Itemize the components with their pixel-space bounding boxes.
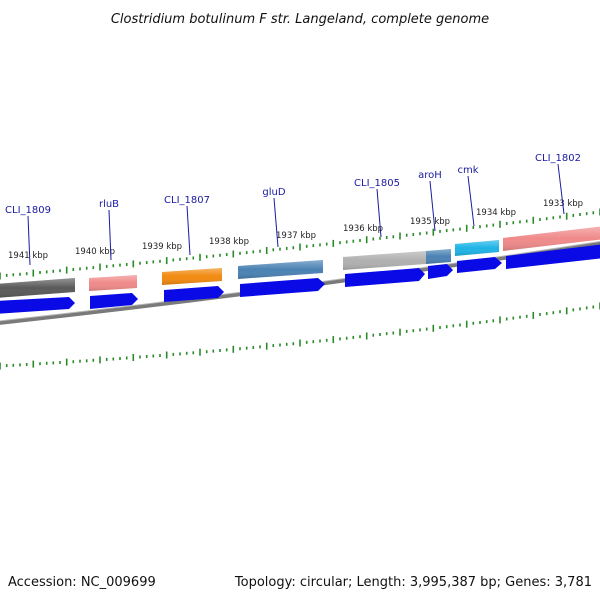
kbp-label: 1938 kbp [209,237,249,247]
leader-line [27,215,31,266]
feature-aroh[interactable] [426,249,451,264]
feature-block-shine [426,249,451,264]
feature-block-shine [162,268,222,285]
kbp-label: 1941 kbp [8,251,48,261]
tick-track-upper [0,208,600,280]
leader-line [429,180,436,232]
gene-label-cli-1805[interactable]: CLI_1805 [354,178,400,238]
gene-name: CLI_1802 [535,153,581,164]
feature-cmk[interactable] [455,240,499,256]
kbp-label: 1940 kbp [75,247,115,257]
feature-cli-1802[interactable] [503,226,600,251]
cds-arrow-cli-1802[interactable] [506,244,600,269]
gene-label-cli-1807[interactable]: CLI_1807 [164,195,210,256]
feature-cli-1805[interactable] [343,251,426,270]
feature-track [0,226,600,298]
feature-cli-1809[interactable] [0,278,75,298]
feature-block-shine [503,226,600,251]
kbp-label: 1936 kbp [343,224,383,234]
cds-arrow-cli-1805[interactable] [345,268,425,287]
gene-name: cmk [457,165,478,176]
gene-label-glud[interactable]: gluD [262,187,286,248]
kbp-label: 1935 kbp [410,217,450,227]
gene-label-cli-1809[interactable]: CLI_1809 [5,205,51,266]
cds-arrow-rlub[interactable] [90,293,138,309]
gene-label-aroh[interactable]: aroH [418,170,442,232]
feature-rlub[interactable] [89,275,137,291]
gene-label-cmk[interactable]: cmk [457,165,479,227]
kbp-label: 1934 kbp [476,208,516,218]
gene-name: CLI_1809 [5,205,51,216]
gene-name: CLI_1807 [164,195,210,206]
leader-line [557,163,565,215]
gene-name: gluD [262,187,285,198]
genome-summary-text: Topology: circular; Length: 3,995,387 bp… [234,575,592,590]
map-title: Clostridium botulinum F str. Langeland, … [111,12,489,27]
gene-labels: CLI_1809 rluB CLI_1807 gluD CLI_1805 aro… [5,153,581,266]
leader-line [467,175,475,227]
accession-text: Accession: NC_009699 [8,575,156,590]
leader-line [273,197,279,248]
cds-arrow-aroh[interactable] [428,264,453,279]
gene-label-rlub[interactable]: rluB [99,199,119,261]
feature-block-shine [343,251,426,270]
cds-arrow-cli-1809[interactable] [0,297,75,314]
cds-arrow-cli-1807[interactable] [164,286,224,302]
kbp-label: 1939 kbp [142,242,182,252]
feature-block-shine [238,260,323,279]
cds-arrow-glud[interactable] [240,278,325,297]
gene-label-cli-1802[interactable]: CLI_1802 [535,153,581,215]
tick-track-lower [0,302,600,370]
gene-name: CLI_1805 [354,178,400,189]
feature-cli-1807[interactable] [162,268,222,285]
leader-line [108,209,112,261]
leader-line [376,188,382,238]
kbp-label: 1937 kbp [276,231,316,241]
cds-arrow-cmk[interactable] [457,257,502,273]
feature-glud[interactable] [238,260,323,279]
cds-track [0,244,600,314]
feature-block-shine [0,278,75,298]
gene-name: rluB [99,199,119,210]
feature-block-shine [89,275,137,291]
leader-line [186,205,191,256]
feature-block-shine [455,240,499,256]
gene-name: aroH [418,170,442,181]
